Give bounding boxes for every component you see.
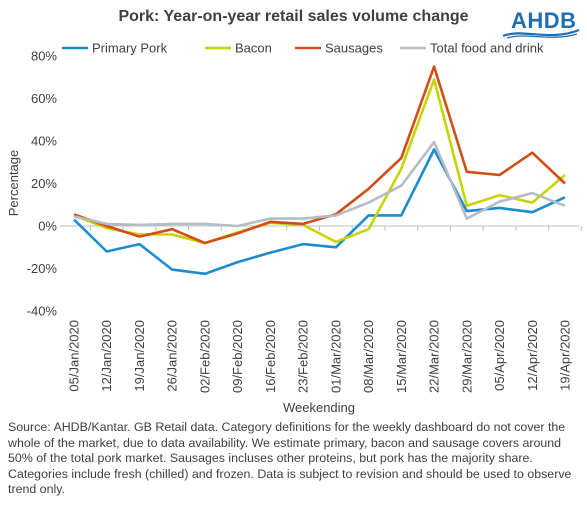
series-line-primary-pork bbox=[73, 148, 566, 276]
series-line-sausages bbox=[73, 65, 566, 245]
x-tick-label: 09/Feb/2020 bbox=[230, 320, 245, 393]
y-axis-label: Percentage bbox=[6, 150, 21, 217]
y-tick-label: 40% bbox=[31, 134, 57, 149]
series-line-total-food-and-drink bbox=[73, 140, 566, 228]
line-chart: -40% -20% 0% 20% 40% 60% 80% 05/Jan/2020 12/Jan… bbox=[6, 41, 582, 415]
y-tick-label: 20% bbox=[31, 176, 57, 191]
chart-legend: Primary Pork Bacon Sausages Total food and … bbox=[62, 41, 544, 56]
y-tick-label: 0% bbox=[38, 219, 57, 234]
x-tick-label: 01/Mar/2020 bbox=[328, 320, 343, 393]
y-tick-label: 80% bbox=[31, 49, 57, 64]
x-axis-label: Weekending bbox=[283, 400, 355, 415]
source-note: Source: AHDB/Kantar. GB Retail data. Cat… bbox=[8, 420, 572, 497]
ahdb-logo: AHDB bbox=[497, 0, 583, 40]
x-tick-label: 12/Apr/2020 bbox=[525, 320, 540, 391]
x-tick-label: 23/Feb/2020 bbox=[296, 320, 311, 393]
x-tick-label: 08/Mar/2020 bbox=[361, 320, 376, 393]
legend-label: Sausages bbox=[325, 41, 383, 56]
x-tick-label: 16/Feb/2020 bbox=[263, 320, 278, 393]
y-tick-label: 60% bbox=[31, 91, 57, 106]
x-tick-label: 26/Jan/2020 bbox=[165, 320, 180, 392]
x-tick-label: 19/Jan/2020 bbox=[132, 320, 147, 392]
x-tick-label: 15/Mar/2020 bbox=[394, 320, 409, 393]
x-tick-label: 05/Jan/2020 bbox=[67, 320, 82, 392]
x-tick-label: 19/Apr/2020 bbox=[558, 320, 573, 391]
legend-label: Bacon bbox=[235, 41, 272, 56]
series-line-bacon bbox=[73, 78, 566, 245]
x-tick-label: 12/Jan/2020 bbox=[99, 320, 114, 392]
x-tick-label: 02/Feb/2020 bbox=[197, 320, 212, 393]
chart-series bbox=[73, 65, 566, 276]
legend-label: Primary Pork bbox=[92, 41, 168, 56]
x-tick-label: 29/Mar/2020 bbox=[459, 320, 474, 393]
x-tick-label: 22/Mar/2020 bbox=[427, 320, 442, 393]
x-axis: 05/Jan/2020 12/Jan/2020 19/Jan/2020 26/Jan/… bbox=[60, 225, 582, 393]
y-tick-label: -20% bbox=[27, 261, 58, 276]
logo-text: AHDB bbox=[511, 8, 577, 33]
x-tick-label: 05/Apr/2020 bbox=[492, 320, 507, 391]
legend-label: Total food and drink bbox=[430, 41, 544, 56]
chart-title: Pork: Year-on-year retail sales volume c… bbox=[118, 8, 469, 25]
logo-wave-icon bbox=[502, 28, 580, 39]
y-tick-label: -40% bbox=[27, 304, 58, 319]
y-axis-tick-labels: -40% -20% 0% 20% 40% 60% 80% bbox=[27, 49, 58, 319]
